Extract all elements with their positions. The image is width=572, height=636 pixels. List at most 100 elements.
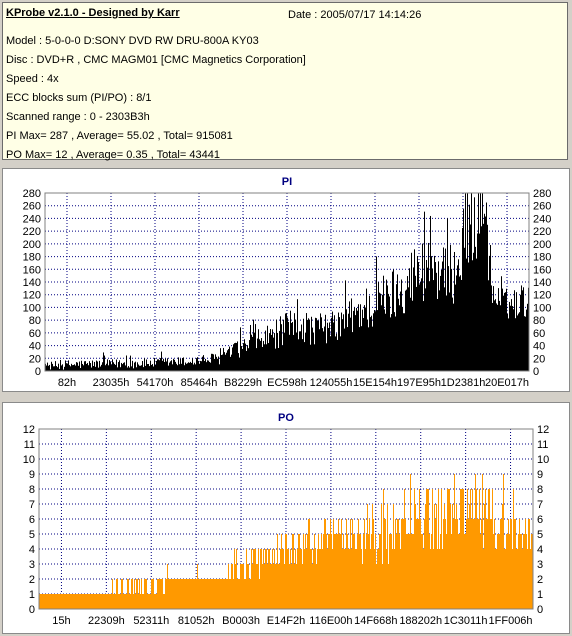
pi-bar	[490, 244, 491, 371]
pi-bar	[485, 216, 486, 371]
po-bar	[488, 489, 489, 609]
po-bar	[229, 579, 230, 609]
pi-bar	[270, 329, 271, 371]
po-bar	[247, 564, 248, 609]
po-bar	[183, 579, 184, 609]
po-bar	[233, 579, 234, 609]
pi-bar	[332, 311, 333, 371]
po-bar	[248, 564, 249, 609]
po-bar	[43, 594, 44, 609]
pi-bar	[134, 362, 135, 371]
po-bar	[81, 594, 82, 609]
po-bar	[317, 549, 318, 609]
pi-bar	[185, 362, 186, 371]
pi-bar	[397, 274, 398, 371]
pi-ytick-left: 180	[23, 252, 41, 264]
po-bar	[246, 549, 247, 609]
po-bar	[119, 594, 120, 609]
po-bar	[368, 534, 369, 609]
po-xtick-label: 1C3011h	[444, 615, 488, 627]
po-bar	[204, 579, 205, 609]
pi-bar	[292, 322, 293, 371]
po-bar	[283, 549, 284, 609]
pi-bar	[435, 262, 436, 371]
po-bar	[45, 594, 46, 609]
po-xtick-label: 15h	[52, 615, 70, 627]
po-bar	[89, 594, 90, 609]
pi-bar	[154, 357, 155, 371]
pi-bar	[374, 310, 375, 371]
po-bar	[49, 594, 50, 609]
po-bar	[140, 594, 141, 609]
po-bar	[42, 594, 43, 609]
po-xtick-label: 188202h	[399, 615, 442, 627]
pi-bar	[101, 364, 102, 371]
pi-bar	[227, 350, 228, 371]
po-bar	[55, 594, 56, 609]
pi-bar	[439, 290, 440, 371]
po-bar	[152, 579, 153, 609]
pi-bar	[294, 313, 295, 371]
pi-bar	[152, 364, 153, 371]
po-bar	[197, 564, 198, 609]
pi-bar	[321, 317, 322, 371]
pi-bar	[527, 303, 528, 371]
pi-bar	[53, 366, 54, 371]
pi-bar	[470, 224, 471, 371]
po-bar	[328, 534, 329, 609]
po-bar	[514, 519, 515, 609]
pi-bar	[261, 338, 262, 371]
po-bar	[185, 579, 186, 609]
pi-bar	[105, 365, 106, 371]
po-bar	[288, 549, 289, 609]
pi-bar	[325, 314, 326, 371]
pi-bar	[525, 316, 526, 371]
po-bar	[522, 549, 523, 609]
po-bar	[492, 489, 493, 609]
po-bar	[489, 489, 490, 609]
po-bar	[48, 594, 49, 609]
po-bar	[347, 534, 348, 609]
pi-bar	[474, 197, 475, 371]
po-bar	[363, 534, 364, 609]
po-bar	[298, 534, 299, 609]
po-bar	[193, 579, 194, 609]
pi-bar	[104, 355, 105, 371]
po-bar	[351, 549, 352, 609]
po-bar	[442, 549, 443, 609]
pi-bar	[139, 365, 140, 371]
po-bar	[452, 504, 453, 609]
pi-bar	[306, 313, 307, 371]
pi-bar	[235, 342, 236, 371]
pi-bar	[285, 313, 286, 371]
pi-bar	[428, 242, 429, 371]
pi-bar	[300, 331, 301, 371]
pi-bar	[330, 336, 331, 371]
po-bar	[403, 519, 404, 609]
pi-bar	[335, 336, 336, 371]
pi-bar	[396, 284, 397, 371]
pi-bar	[217, 358, 218, 371]
pi-bar	[309, 319, 310, 371]
pi-bar	[54, 366, 55, 371]
pi-ytick-right: 100	[533, 302, 551, 314]
po-bar	[339, 534, 340, 609]
pi-bar	[352, 332, 353, 371]
pi-bar	[186, 363, 187, 371]
po-bar	[498, 534, 499, 609]
pi-bar	[268, 343, 269, 371]
po-bar	[153, 579, 154, 609]
po-bar	[393, 504, 394, 609]
po-bar	[106, 594, 107, 609]
pi-bar	[67, 363, 68, 371]
pi-bar	[458, 259, 459, 371]
po-bar	[502, 504, 503, 609]
po-bar	[446, 534, 447, 609]
pi-bar	[242, 348, 243, 371]
po-bar	[155, 594, 156, 609]
po-bar	[180, 579, 181, 609]
pi-bar	[442, 261, 443, 371]
po-bar	[61, 594, 62, 609]
po-bar	[412, 534, 413, 609]
po-bar	[216, 579, 217, 609]
